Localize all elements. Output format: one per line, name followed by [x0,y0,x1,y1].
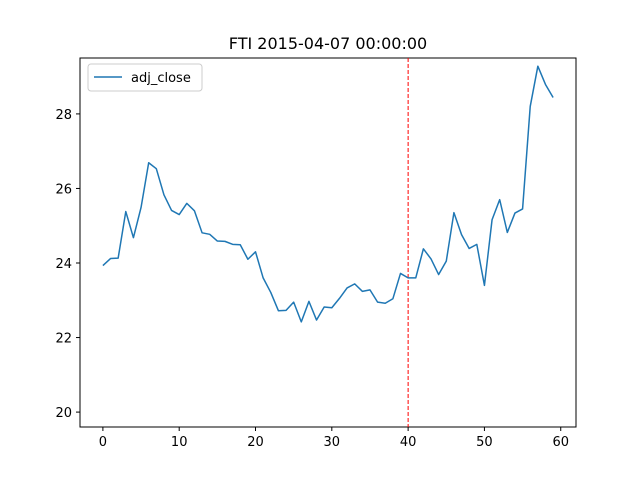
x-tick-label: 40 [400,435,417,450]
legend-label: adj_close [131,71,191,86]
legend: adj_close [87,63,203,92]
y-tick-label: 20 [55,406,72,421]
axes-frame [79,57,577,428]
legend-box [87,63,203,92]
x-tick-label: 20 [247,435,264,450]
x-tick-label: 0 [99,435,107,450]
x-tick-label: 10 [171,435,188,450]
y-tick-label: 26 [55,182,72,197]
chart-title: FTI 2015-04-07 00:00:00 [229,34,427,53]
x-tick-label: 30 [324,435,341,450]
y-tick-label: 22 [55,332,72,347]
x-tick-label: 50 [476,435,493,450]
y-tick-label: 24 [55,257,72,272]
x-tick-label: 60 [552,435,569,450]
series-line-adj-close [102,65,554,323]
plot-area: 0 10 20 30 40 50 60 20 22 24 26 28 adj_close [55,57,577,450]
y-tick-label: 28 [55,108,72,123]
